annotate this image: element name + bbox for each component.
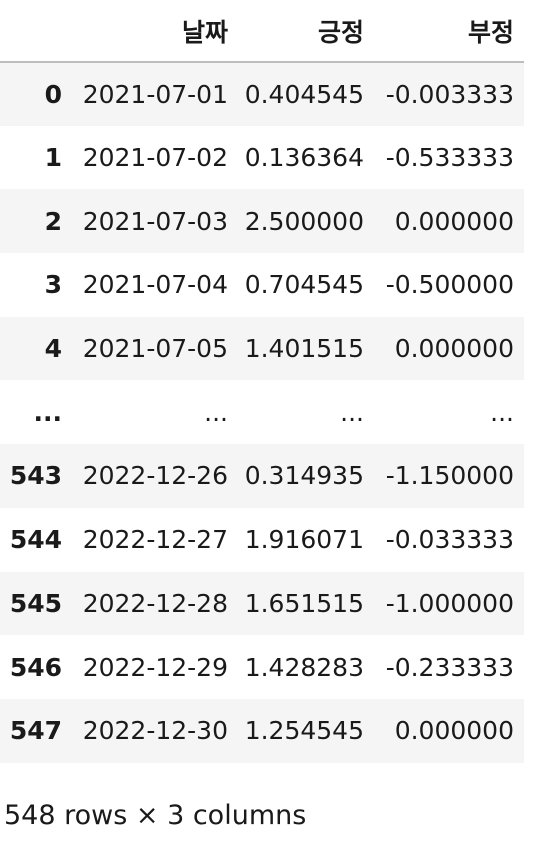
row-index: 0 [44, 79, 62, 109]
row-index: 544 [9, 525, 62, 555]
table-row: 2 2021-07-03 2.500000 0.000000 [0, 189, 524, 254]
index-header [0, 0, 72, 63]
cell-positive: 0.704545 [244, 270, 364, 300]
table-row: 543 2022-12-26 0.314935 -1.150000 [0, 444, 524, 508]
cell-positive: 0.136364 [244, 143, 364, 173]
table-row: 1 2021-07-02 0.136364 -0.533333 [0, 126, 524, 190]
cell-negative: -0.033333 [385, 525, 514, 555]
cell-date: 2021-07-03 [82, 206, 228, 236]
cell-negative: 0.000000 [394, 716, 514, 746]
cell-positive: 1.401515 [244, 334, 364, 364]
cell-positive: 0.314935 [244, 461, 364, 491]
cell-date: 2022-12-30 [82, 716, 228, 746]
cell-negative: -1.150000 [385, 461, 514, 491]
cell-positive: 1.916071 [244, 525, 364, 555]
cell-date: 2022-12-27 [82, 525, 228, 555]
row-index: 2 [44, 206, 62, 236]
row-index: 3 [44, 270, 62, 300]
table-row: 546 2022-12-29 1.428283 -0.233333 [0, 635, 524, 699]
cell-negative: 0.000000 [394, 206, 514, 236]
cell-date: ... [204, 397, 228, 427]
ellipsis-row: ... ... ... ... [0, 380, 524, 444]
cell-positive: 1.428283 [244, 652, 364, 682]
row-index: 4 [44, 334, 62, 364]
cell-date: 2021-07-02 [82, 143, 228, 173]
table-header: 날짜 긍정 부정 [0, 0, 524, 63]
row-index: 543 [9, 461, 62, 491]
cell-negative: 0.000000 [394, 334, 514, 364]
cell-negative: -0.003333 [385, 79, 514, 109]
table-row: 547 2022-12-30 1.254545 0.000000 [0, 698, 524, 763]
cell-positive: 0.404545 [244, 79, 364, 109]
table-row: 0 2021-07-01 0.404545 -0.003333 [0, 62, 524, 126]
dataframe-table: 날짜 긍정 부정 0 2021-07-01 0.404545 -0.003333… [0, 0, 524, 763]
table-row: 3 2021-07-04 0.704545 -0.500000 [0, 253, 524, 317]
row-index: 1 [44, 143, 62, 173]
column-header-positive: 긍정 [238, 0, 374, 63]
cell-date: 2022-12-29 [82, 652, 228, 682]
cell-negative: ... [490, 397, 514, 427]
cell-date: 2022-12-26 [82, 461, 228, 491]
row-index: 545 [9, 588, 62, 618]
cell-date: 2022-12-28 [82, 588, 228, 618]
cell-positive: 1.254545 [244, 716, 364, 746]
cell-date: 2021-07-04 [82, 270, 228, 300]
row-index: 546 [9, 652, 62, 682]
table-row: 544 2022-12-27 1.916071 -0.033333 [0, 508, 524, 572]
table-shape-caption: 548 rows × 3 columns [4, 800, 307, 831]
row-index: ... [33, 397, 63, 427]
cell-date: 2021-07-05 [82, 334, 228, 364]
column-header-date: 날짜 [72, 0, 238, 63]
header-row: 날짜 긍정 부정 [0, 0, 524, 63]
column-header-negative: 부정 [374, 0, 524, 63]
cell-negative: -0.233333 [385, 652, 514, 682]
cell-positive: 1.651515 [244, 588, 364, 618]
table-row: 545 2022-12-28 1.651515 -1.000000 [0, 571, 524, 636]
table-row: 4 2021-07-05 1.401515 0.000000 [0, 316, 524, 381]
cell-negative: -0.533333 [385, 143, 514, 173]
cell-positive: 2.500000 [244, 206, 364, 236]
cell-negative: -1.000000 [385, 588, 514, 618]
row-index: 547 [9, 716, 62, 746]
table-body: 0 2021-07-01 0.404545 -0.003333 1 2021-0… [0, 62, 524, 763]
cell-negative: -0.500000 [385, 270, 514, 300]
cell-date: 2021-07-01 [82, 79, 228, 109]
cell-positive: ... [340, 397, 364, 427]
